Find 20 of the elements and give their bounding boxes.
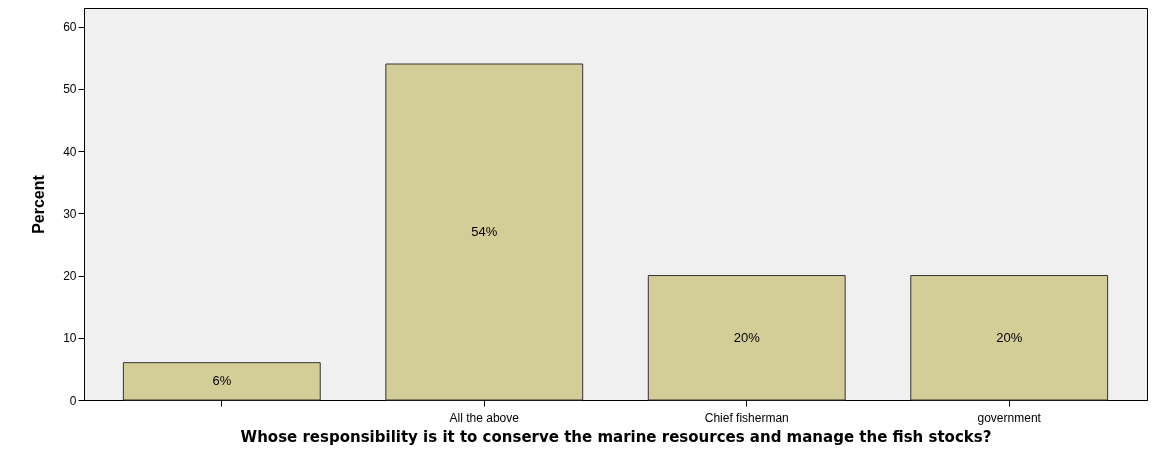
y-tick-label: 40 (63, 144, 77, 159)
data-label: 54% (471, 224, 498, 239)
x-axis-title: Whose responsibility is it to conserve the marine resources and manage the fish stocks? (240, 427, 992, 446)
y-axis-title: Percent (30, 174, 48, 234)
x-tick-label: All the above (449, 410, 520, 425)
bar (647, 275, 846, 401)
x-tick-label: Chief fisherman (704, 410, 789, 425)
bar (122, 362, 321, 401)
y-tick-label: 50 (63, 82, 77, 97)
y-tick-label: 20 (63, 269, 77, 284)
bar (385, 63, 584, 401)
bar (910, 275, 1109, 401)
y-tick-label: 0 (69, 393, 77, 408)
y-tick-label: 30 (63, 206, 77, 221)
data-label: 20% (733, 329, 761, 345)
data-label: 6% (212, 373, 232, 389)
y-tick-label: 10 (63, 331, 77, 346)
data-label: 20% (996, 329, 1023, 345)
y-tick-label: 60 (63, 20, 77, 35)
x-tick-label: government (977, 410, 1042, 425)
